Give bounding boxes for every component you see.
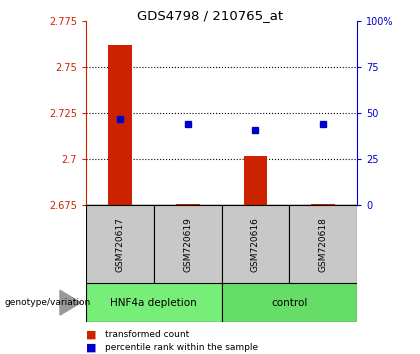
Bar (222, 283, 357, 322)
Text: transformed count: transformed count (105, 330, 189, 339)
Text: HNF4a depletion: HNF4a depletion (110, 298, 197, 308)
Bar (244, 156, 267, 205)
Text: genotype/variation: genotype/variation (4, 298, 90, 307)
Polygon shape (60, 290, 81, 315)
Text: ■: ■ (86, 330, 100, 339)
Text: GSM720616: GSM720616 (251, 217, 260, 272)
Text: percentile rank within the sample: percentile rank within the sample (105, 343, 258, 352)
Text: ■: ■ (86, 343, 100, 353)
Text: GSM720617: GSM720617 (116, 217, 124, 272)
Bar (222, 205, 289, 283)
Text: GSM720619: GSM720619 (183, 217, 192, 272)
Bar (86, 205, 154, 283)
Bar (108, 45, 132, 205)
Bar (154, 205, 222, 283)
Bar (86, 283, 222, 322)
Bar (176, 204, 200, 205)
Text: GDS4798 / 210765_at: GDS4798 / 210765_at (137, 9, 283, 22)
Text: GSM720618: GSM720618 (319, 217, 328, 272)
Bar (289, 205, 357, 283)
Bar (311, 204, 335, 205)
Text: control: control (271, 298, 307, 308)
